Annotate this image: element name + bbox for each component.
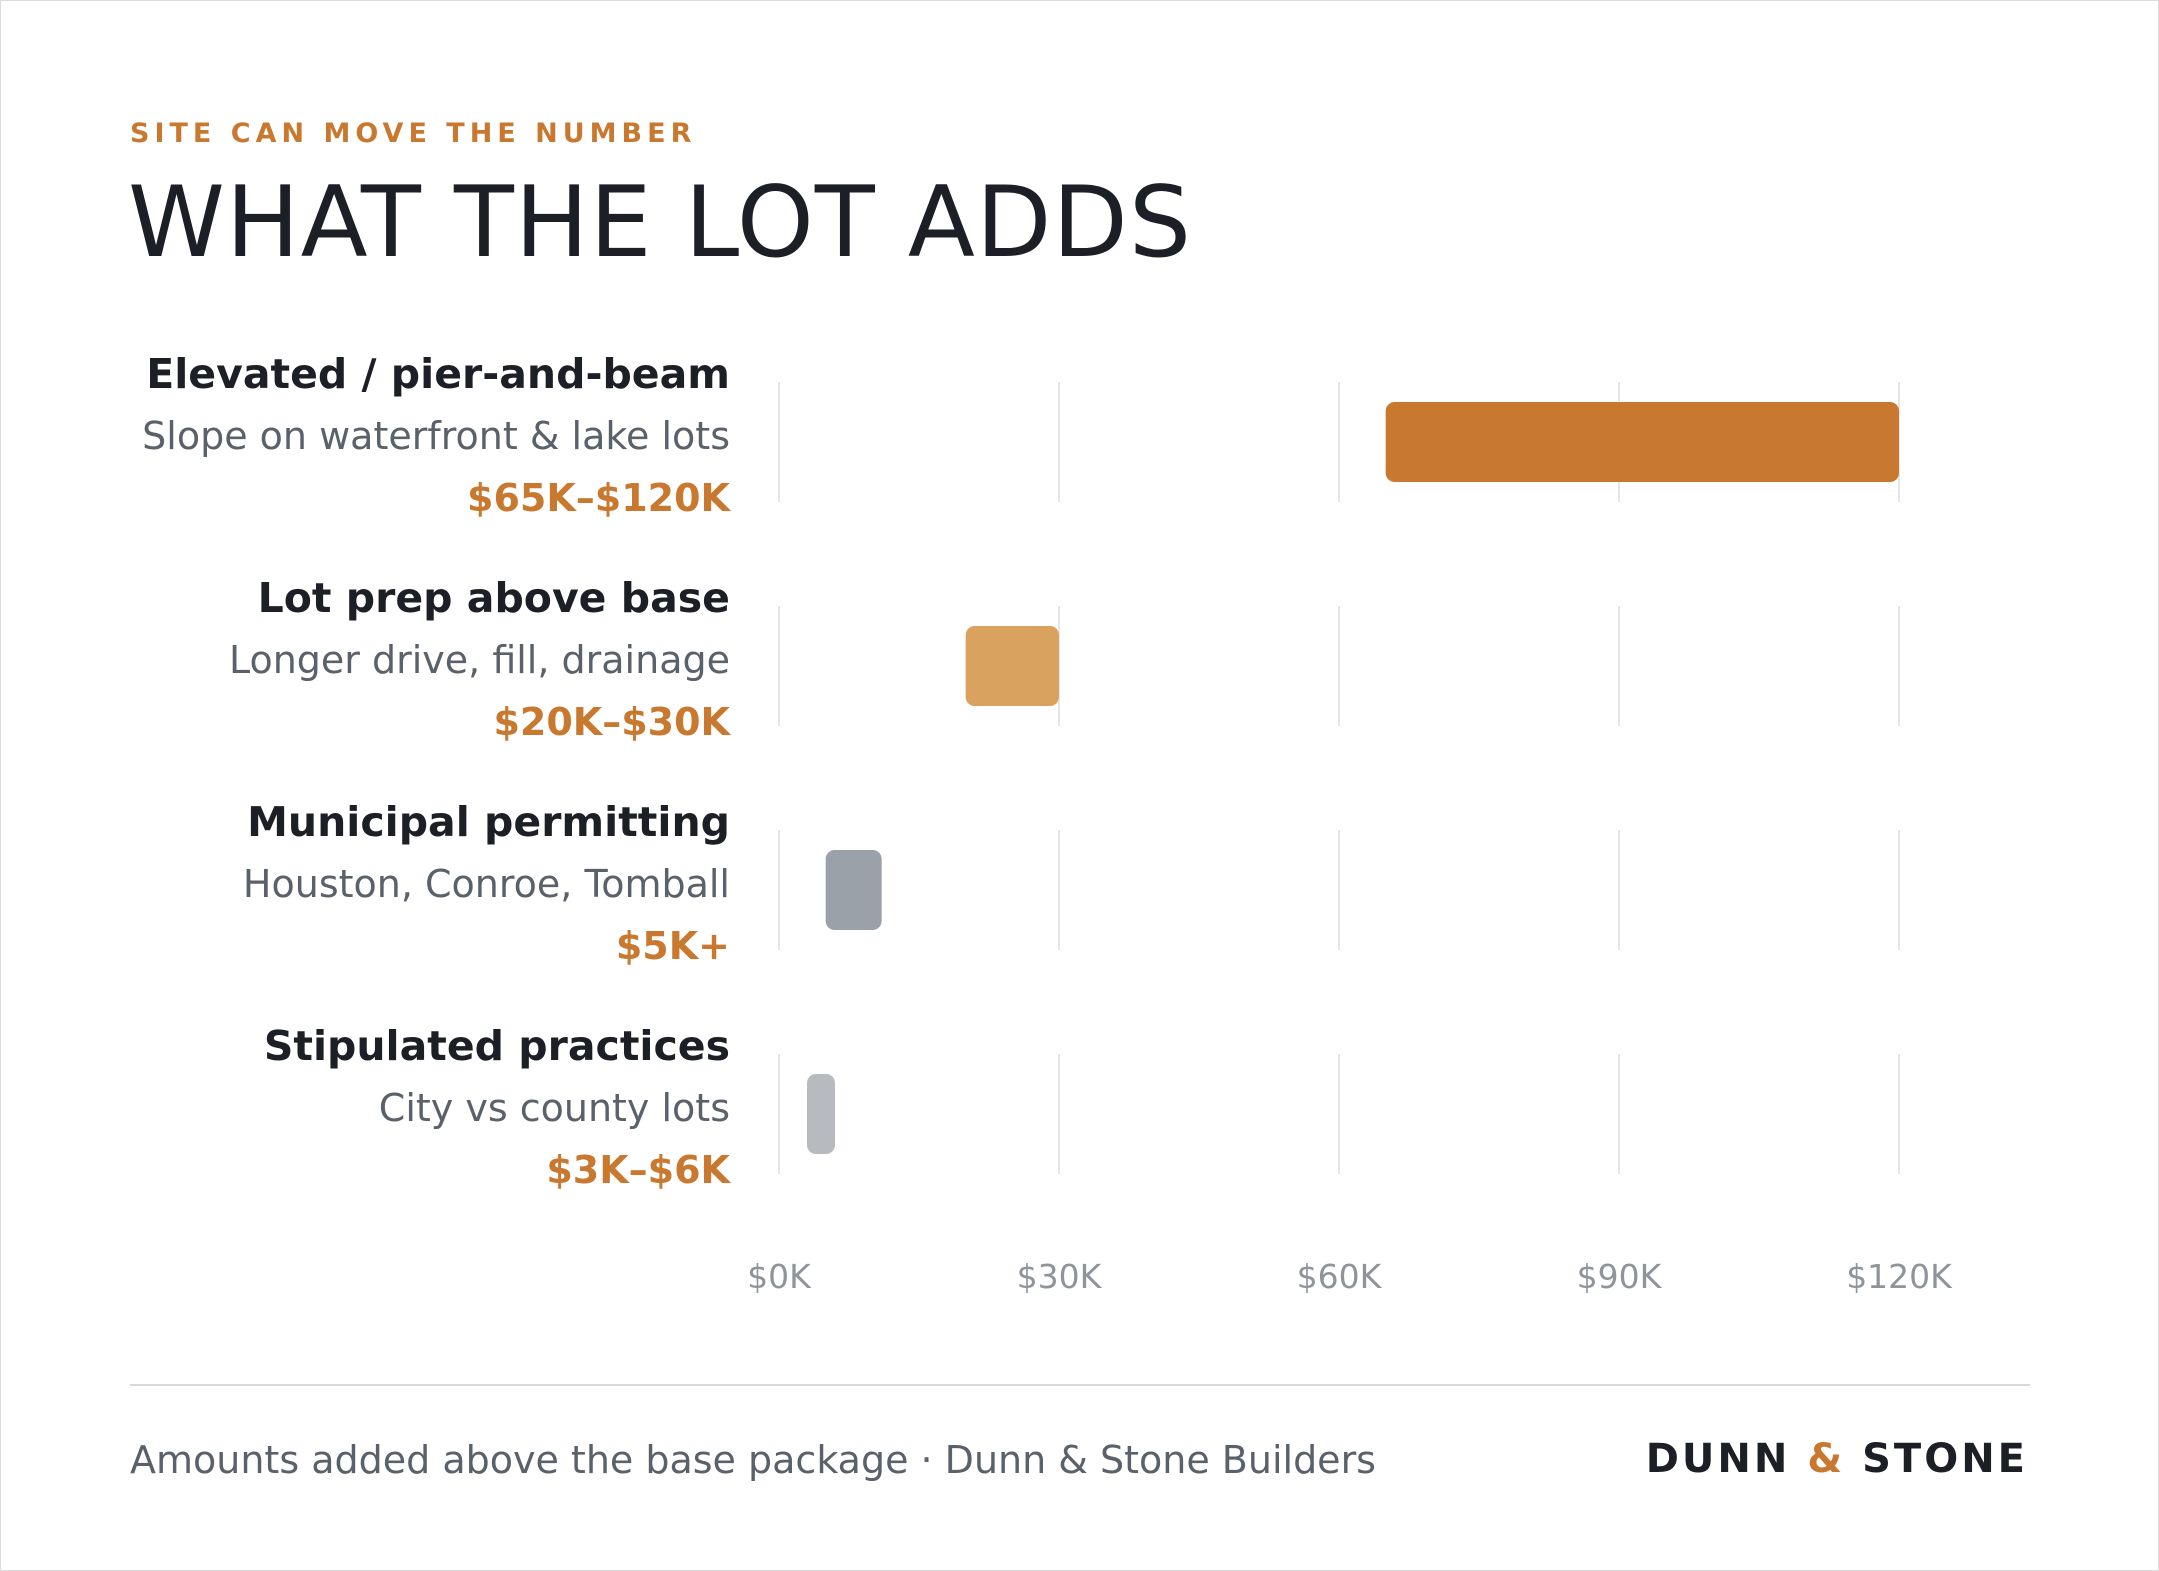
row-range-label: $20K–$30K <box>493 700 730 744</box>
row-range-label: $3K–$6K <box>546 1148 730 1192</box>
row-name: Municipal permitting <box>247 798 730 846</box>
row-subtitle: Slope on waterfront & lake lots <box>142 414 730 458</box>
brand-logo: DUNN & STONE <box>1646 1436 2028 1482</box>
range-bar <box>965 626 1059 706</box>
brand-ampersand: & <box>1807 1436 1846 1482</box>
row-subtitle: City vs county lots <box>378 1086 730 1130</box>
brand-word-right: STONE <box>1862 1436 2028 1482</box>
row-range-label: $5K+ <box>615 924 730 968</box>
row-subtitle: Longer drive, fill, drainage <box>228 638 730 682</box>
footer-divider <box>130 1384 2030 1386</box>
page-title: WHAT THE LOT ADDS <box>128 166 1193 280</box>
range-bar <box>1385 402 1899 482</box>
x-tick-label: $60K <box>1297 1257 1383 1296</box>
x-tick-label: $0K <box>747 1257 812 1296</box>
x-tick-label: $30K <box>1017 1257 1103 1296</box>
x-tick-label: $90K <box>1577 1257 1663 1296</box>
row-label-group: Municipal permitting Houston, Conroe, To… <box>242 798 730 968</box>
row-label-group: Elevated / pier-and-beam Slope on waterf… <box>142 350 730 520</box>
range-bar <box>825 850 882 930</box>
row-name: Stipulated practices <box>263 1022 730 1070</box>
row-subtitle: Houston, Conroe, Tomball <box>242 862 730 906</box>
x-tick-label: $120K <box>1846 1257 1953 1296</box>
eyebrow-label: SITE CAN MOVE THE NUMBER <box>130 118 697 149</box>
brand-word-left: DUNN <box>1645 1436 1791 1482</box>
row-label-group: Lot prep above base Longer drive, fill, … <box>228 574 730 744</box>
footnote: Amounts added above the base package · D… <box>130 1438 1376 1482</box>
row-name: Elevated / pier-and-beam <box>146 350 730 398</box>
row-name: Lot prep above base <box>257 574 730 622</box>
row-range-label: $65K–$120K <box>467 476 730 520</box>
row-label-group: Stipulated practices City vs county lots… <box>263 1022 730 1192</box>
range-bar <box>807 1074 835 1154</box>
